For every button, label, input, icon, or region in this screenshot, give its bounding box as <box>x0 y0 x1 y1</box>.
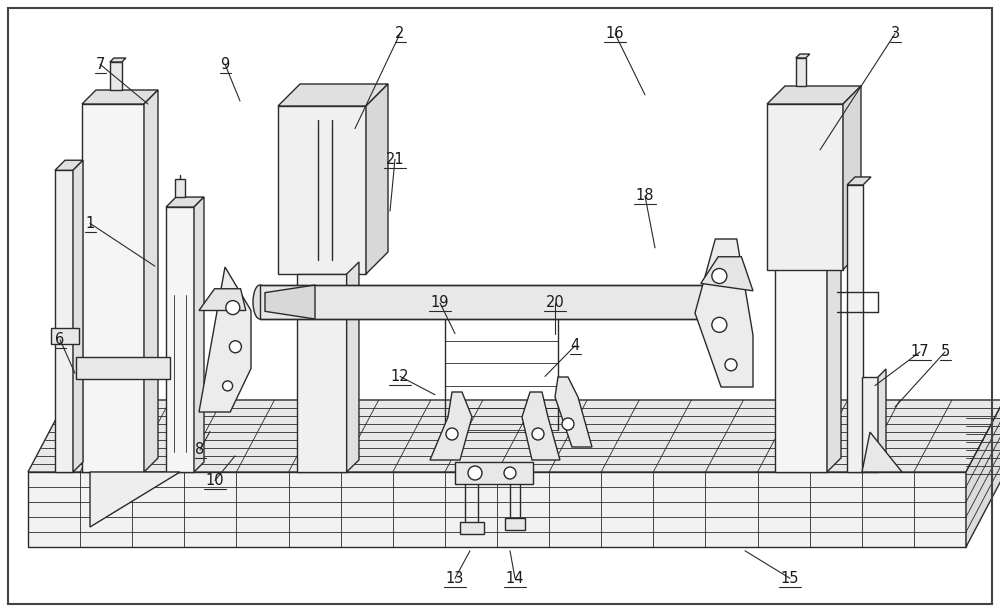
Polygon shape <box>775 104 827 472</box>
Circle shape <box>223 381 233 391</box>
Text: 21: 21 <box>386 152 404 166</box>
Text: 13: 13 <box>446 571 464 586</box>
Bar <box>175 179 185 197</box>
Polygon shape <box>767 104 843 270</box>
Text: 15: 15 <box>781 571 799 586</box>
Text: 4: 4 <box>570 338 580 353</box>
Polygon shape <box>144 90 158 472</box>
Polygon shape <box>82 90 158 104</box>
Bar <box>110 62 122 90</box>
Polygon shape <box>555 377 592 447</box>
Ellipse shape <box>703 285 717 319</box>
Bar <box>796 58 806 86</box>
Polygon shape <box>166 197 204 207</box>
Text: 19: 19 <box>431 296 449 310</box>
Text: 6: 6 <box>55 332 65 347</box>
Bar <box>51 328 79 344</box>
Polygon shape <box>199 289 246 310</box>
Polygon shape <box>194 197 204 472</box>
Text: 9: 9 <box>220 57 230 72</box>
Text: 3: 3 <box>890 26 900 41</box>
Text: 16: 16 <box>606 26 624 41</box>
Bar <box>455 462 533 484</box>
Text: 10: 10 <box>206 473 224 488</box>
Polygon shape <box>767 86 861 104</box>
Text: 5: 5 <box>940 345 950 359</box>
Circle shape <box>226 300 240 315</box>
Circle shape <box>468 466 482 480</box>
Text: 2: 2 <box>395 26 405 41</box>
Polygon shape <box>843 86 861 270</box>
Polygon shape <box>966 400 1000 547</box>
Polygon shape <box>695 239 753 387</box>
Polygon shape <box>55 160 83 170</box>
Polygon shape <box>55 170 73 472</box>
Polygon shape <box>199 267 251 412</box>
Circle shape <box>712 318 727 332</box>
Text: 20: 20 <box>546 296 564 310</box>
Circle shape <box>446 428 458 440</box>
Bar <box>505 518 525 530</box>
Polygon shape <box>847 185 863 472</box>
Polygon shape <box>278 106 366 274</box>
Polygon shape <box>701 257 753 291</box>
Bar <box>460 522 484 534</box>
Circle shape <box>712 269 727 283</box>
Polygon shape <box>347 262 359 472</box>
Polygon shape <box>28 472 966 547</box>
Polygon shape <box>775 90 841 104</box>
Polygon shape <box>827 90 841 472</box>
Polygon shape <box>73 160 83 472</box>
Text: 12: 12 <box>391 369 409 384</box>
Circle shape <box>725 359 737 371</box>
Polygon shape <box>522 392 560 460</box>
Polygon shape <box>297 274 347 472</box>
Polygon shape <box>166 207 194 472</box>
Polygon shape <box>278 84 388 106</box>
Text: 14: 14 <box>506 571 524 586</box>
Bar <box>76 357 170 379</box>
Polygon shape <box>862 432 902 472</box>
Polygon shape <box>862 377 878 472</box>
Polygon shape <box>28 400 1000 472</box>
Circle shape <box>562 418 574 430</box>
Text: 8: 8 <box>195 442 205 457</box>
Polygon shape <box>82 104 144 472</box>
Polygon shape <box>366 84 388 274</box>
Polygon shape <box>90 472 180 527</box>
Polygon shape <box>847 177 871 185</box>
Text: 18: 18 <box>636 188 654 203</box>
Ellipse shape <box>253 285 267 319</box>
Text: 7: 7 <box>95 57 105 72</box>
Polygon shape <box>265 285 315 319</box>
Circle shape <box>504 467 516 479</box>
Circle shape <box>229 341 241 353</box>
Text: 1: 1 <box>85 216 95 231</box>
Polygon shape <box>110 58 126 62</box>
Text: 17: 17 <box>911 345 929 359</box>
Polygon shape <box>878 369 886 472</box>
Polygon shape <box>796 54 810 58</box>
Polygon shape <box>260 285 710 319</box>
Polygon shape <box>430 392 472 460</box>
Circle shape <box>532 428 544 440</box>
